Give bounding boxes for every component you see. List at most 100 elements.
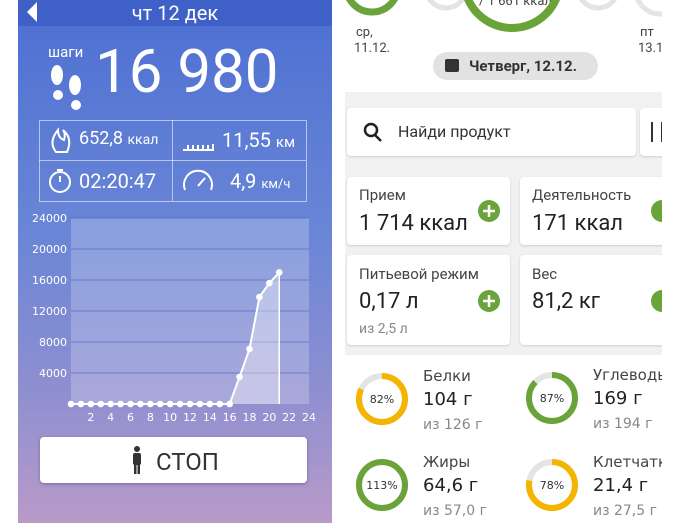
right-mask	[662, 0, 680, 523]
ring-label: 87%	[540, 392, 564, 405]
stat-icons	[49, 127, 214, 193]
point	[246, 345, 253, 353]
point	[117, 400, 124, 408]
point	[156, 400, 164, 408]
point	[147, 400, 154, 408]
macro-goal: из 57,0 г	[423, 503, 487, 519]
stat-unit: ккал	[127, 132, 159, 148]
x-tick-label: 8	[147, 411, 154, 424]
macro-goal: из 126 г	[423, 417, 483, 433]
person-icon	[133, 446, 141, 474]
macro-name: Клетчатка	[593, 453, 676, 471]
point	[67, 400, 75, 408]
stat-duration: 02:20:47	[79, 169, 157, 193]
x-tick-label: 10	[163, 411, 177, 424]
line	[71, 271, 280, 405]
point	[256, 293, 263, 301]
barcode-icon	[651, 122, 662, 142]
macro-value: 64,6 г	[423, 475, 478, 496]
selected-date: Четверг, 12.12.	[469, 57, 577, 75]
macro-value: 104 г	[423, 389, 473, 410]
point	[275, 269, 283, 276]
card-title: Прием	[359, 186, 406, 204]
x-tick-label: 16	[223, 411, 237, 424]
calendar-icon	[445, 59, 459, 72]
ring-label: 113%	[366, 479, 397, 492]
calories-goal: / 1 661 ккал	[479, 0, 552, 9]
search-icon	[363, 122, 382, 142]
stop-button[interactable]	[40, 437, 307, 483]
card-value: 0,17 л	[359, 289, 419, 314]
card-title: Деятельность	[532, 186, 632, 204]
card-title: Вес	[532, 265, 558, 283]
y-tick-label: 24000	[32, 212, 67, 225]
point	[127, 400, 134, 408]
stat-calories: 652,8 ккал	[79, 130, 158, 148]
steps-label: шаги	[48, 43, 84, 61]
point	[266, 279, 273, 287]
macro-value: 169 г	[593, 388, 643, 409]
header-bar	[18, 0, 332, 26]
y-tick-label: 8000	[39, 336, 67, 349]
search-box[interactable]	[347, 108, 636, 156]
stat-value: 652,8	[79, 128, 124, 149]
point	[186, 400, 194, 408]
ring-progress	[526, 372, 578, 424]
macro-goal: из 27,5 г	[593, 503, 657, 519]
macro-name: Жиры	[423, 453, 470, 471]
diary-screen: ср, 11.12. пт 13.12. / 1 661 ккал Четвер…	[345, 0, 662, 523]
stat-value: 4,9	[230, 169, 257, 193]
point	[196, 400, 204, 408]
x-tick-label: 12	[183, 411, 197, 424]
back-arrow[interactable]	[27, 2, 37, 22]
point	[216, 400, 224, 408]
ring-progress	[356, 373, 408, 425]
card-value: 171 ккал	[532, 211, 624, 236]
card-value: 81,2 кг	[532, 289, 601, 314]
card-weight[interactable]	[520, 255, 662, 345]
week-rings	[346, 0, 680, 32]
stat-speed: 4,9 км/ч	[230, 171, 291, 191]
stat-value: 11,55	[222, 128, 271, 152]
x-tick-label: 6	[127, 411, 134, 424]
ring-label: 78%	[540, 479, 564, 492]
stat-unit: км	[275, 133, 296, 151]
point	[97, 400, 105, 408]
y-tick-label: 4000	[39, 367, 67, 380]
date-pill[interactable]	[433, 52, 598, 80]
point	[236, 373, 243, 381]
footprints-icon	[51, 65, 81, 110]
x-tick-label: 20	[262, 411, 276, 424]
card-activity[interactable]	[520, 177, 662, 245]
point	[176, 400, 184, 408]
point	[137, 400, 144, 408]
macro-goal: из 194 г	[593, 416, 653, 432]
line-area	[71, 272, 280, 404]
stop-button-label: СТОП	[156, 448, 219, 476]
ring-progress	[526, 459, 578, 511]
search-placeholder: Найди продукт	[398, 122, 511, 141]
x-tick-label: 4	[107, 411, 114, 424]
macro-name: Белки	[423, 367, 471, 385]
point	[77, 400, 85, 408]
add-buttons[interactable]	[478, 200, 673, 312]
card-title: Питьевой режим	[359, 265, 479, 283]
day-weekday: ср,	[356, 25, 373, 40]
x-tick-label: 14	[203, 411, 217, 424]
y-tick-label: 12000	[32, 305, 67, 318]
date-title: чт 12 дек	[131, 1, 219, 25]
x-tick-label: 22	[282, 411, 296, 424]
point	[87, 400, 95, 408]
y-tick-label: 20000	[32, 243, 67, 256]
x-tick-label: 24	[302, 411, 316, 424]
steps-count: 16 980	[95, 36, 279, 107]
macro-value: 21,4 г	[593, 475, 648, 496]
x-tick-label: 18	[243, 411, 257, 424]
day-date: 11.12.	[354, 41, 391, 56]
x-tick-label: 2	[87, 411, 94, 424]
point	[226, 400, 233, 408]
point	[206, 400, 214, 408]
day-weekday: пт	[640, 25, 654, 40]
